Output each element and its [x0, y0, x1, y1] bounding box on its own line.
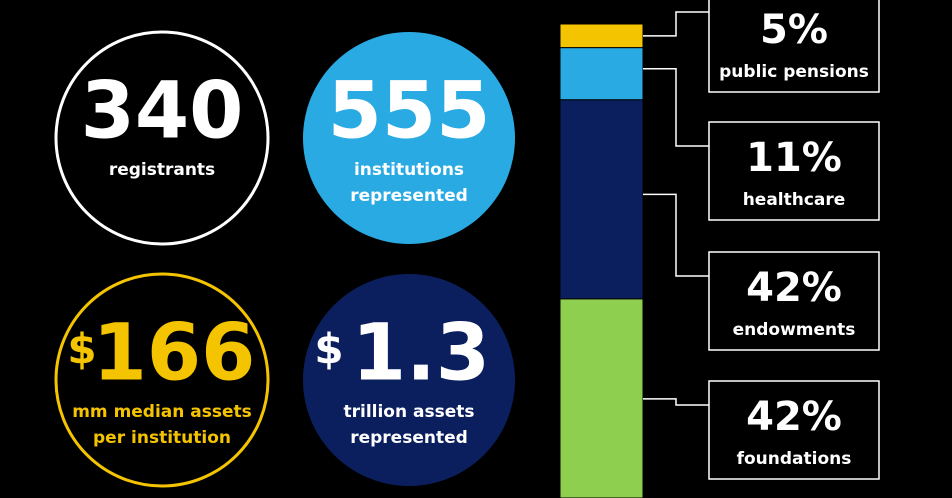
- stat-number: 340: [81, 66, 244, 156]
- connector: [643, 11, 709, 37]
- bar-segment: [559, 298, 644, 498]
- connector: [643, 398, 709, 406]
- bar-segment: [559, 47, 644, 101]
- segment-percent: 42%: [746, 394, 842, 440]
- connector: [643, 193, 709, 277]
- stat-circle: [303, 274, 515, 486]
- label-box: [708, 121, 880, 221]
- stat-number: 555: [328, 66, 491, 156]
- segment-percent: 11%: [746, 135, 842, 181]
- segment-percent: 5%: [760, 7, 828, 53]
- stat-caption: represented: [350, 186, 468, 206]
- stat-number: 166: [93, 308, 256, 398]
- stat-circle: [54, 30, 270, 246]
- stat-caption: represented: [350, 428, 468, 448]
- label-box: [708, 0, 880, 93]
- stat-caption: per institution: [93, 428, 231, 448]
- stat-circle: [54, 272, 270, 488]
- stat-currency: $: [67, 325, 96, 374]
- stat-caption: registrants: [109, 160, 215, 180]
- segment-name: public pensions: [719, 62, 869, 82]
- stat-caption: trillion assets: [343, 402, 474, 422]
- stat-number: 1.3: [352, 308, 490, 398]
- connector: [643, 68, 709, 147]
- stat-currency: $: [314, 325, 343, 374]
- segment-name: endowments: [733, 320, 856, 340]
- label-box: [708, 251, 880, 351]
- label-box: [708, 380, 880, 480]
- segment-name: foundations: [737, 449, 852, 469]
- stat-circle: [303, 32, 515, 244]
- stat-caption: institutions: [354, 160, 464, 180]
- segment-percent: 42%: [746, 265, 842, 311]
- segment-name: healthcare: [743, 190, 846, 210]
- bar-segment: [559, 23, 644, 49]
- bar-segment: [559, 99, 644, 300]
- stat-caption: mm median assets: [72, 402, 252, 422]
